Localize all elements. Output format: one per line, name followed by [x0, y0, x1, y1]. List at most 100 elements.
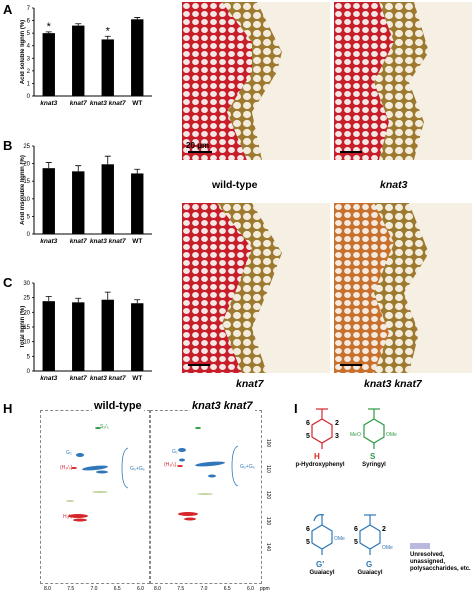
- label-h26-left: H₂/₆: [63, 514, 72, 520]
- peak-h26b-left: [73, 518, 87, 522]
- y-axis-label: Acid insoluble lignin (%): [20, 155, 26, 225]
- x-category-label: knat7: [70, 100, 87, 107]
- s-unit-name: Syringyl: [362, 462, 386, 468]
- chart-c-plot: 0 5 10 15 20 25 30 knat3 knat7 knat3 knat7 WT Total…: [20, 281, 152, 382]
- y-tick-label: 30: [23, 281, 30, 287]
- h-unit-structure: [311, 408, 333, 449]
- peak-g5g6b-right: [208, 474, 216, 478]
- caption-knat7: knat7: [236, 378, 264, 390]
- significance-marker: *: [47, 21, 52, 33]
- error-bar: [45, 162, 52, 169]
- bar-knat3-knat7: [101, 299, 114, 371]
- bar-knat7: [72, 171, 85, 234]
- y-axis-label: Total lignin (%): [20, 306, 26, 349]
- s-ome-label: OMe: [386, 432, 397, 438]
- y-tick-label: 1: [27, 81, 31, 87]
- micrograph-wild-type: 20 μm: [182, 2, 330, 160]
- nmr-x-unit: ppm: [260, 586, 270, 592]
- bracket-left: [121, 447, 129, 489]
- x-category-label: knat3 knat7: [90, 238, 126, 245]
- peak-h26-left: [68, 514, 88, 518]
- nmr-x-tick-label: 7.5: [67, 586, 75, 592]
- h-unit-name: p-Hydroxyphenyl: [295, 462, 345, 468]
- y-tick-label: 5: [27, 214, 31, 220]
- label-h35-right: (H₃/₅): [164, 462, 177, 468]
- h-ring-num-3: 3: [335, 433, 339, 440]
- y-tick-label: 3: [27, 56, 31, 62]
- nmr-x-tick-label: 7.0: [90, 586, 98, 592]
- scale-bar-label: 20 μm: [186, 141, 210, 150]
- legend-swatch: [410, 543, 430, 549]
- bar-WT: [131, 19, 144, 96]
- peak-h35-right: [177, 465, 183, 467]
- bar-knat7: [72, 302, 85, 371]
- error-bar: [104, 291, 111, 300]
- bar-knat3-knat7: [101, 164, 114, 234]
- nmr-x-tick-label: 6.5: [113, 586, 121, 592]
- micrograph-knat3: [334, 2, 472, 160]
- nmr-y-tick-label: 100: [265, 438, 272, 448]
- g-unit-name: Guaiacyl: [357, 570, 383, 576]
- y-tick-label: 15: [23, 325, 30, 331]
- bar-knat3-knat7: [101, 39, 114, 96]
- g-ring-num-5: 5: [354, 539, 358, 546]
- error-bar: [45, 31, 52, 34]
- caption-knat3: knat3: [380, 179, 408, 191]
- micrograph-knat7: [182, 203, 330, 373]
- x-category-label: knat3: [40, 238, 57, 245]
- peak-s26-left: [95, 427, 101, 429]
- micrograph-knat3-image: [334, 2, 472, 160]
- peak-s26-right: [195, 427, 201, 429]
- y-axis-label: Acid soluble lignin (%): [20, 20, 26, 84]
- gprime-ome-label: OMe: [334, 536, 345, 542]
- x-category-label: knat7: [70, 238, 87, 245]
- nmr-x-tick-label: 7.5: [177, 586, 185, 592]
- y-tick-label: 0: [27, 369, 31, 375]
- y-tick-label: 5: [27, 31, 31, 37]
- error-bar: [104, 35, 111, 40]
- gprime-unit-structure: [311, 514, 333, 555]
- label-h35-left: (H₃/₅): [60, 465, 73, 471]
- nmr-spectrum-wild-type: [40, 410, 150, 584]
- micrograph-wild-type-image: [182, 2, 330, 160]
- y-tick-label: 7: [27, 6, 31, 12]
- peak-unassigned-right: [197, 493, 213, 495]
- y-tick-label: 20: [23, 162, 30, 168]
- g-unit-letter: G: [366, 560, 373, 569]
- peak-g2b-right: [179, 458, 185, 462]
- nmr-x-tick-label: 6.5: [223, 586, 231, 592]
- x-category-label: knat3: [40, 100, 57, 107]
- nmr-y-tick-label: 110: [264, 465, 271, 473]
- peak-h26-right: [178, 512, 198, 516]
- bar-WT: [131, 173, 144, 234]
- peak-unassigned-left: [66, 500, 74, 502]
- bar-WT: [131, 303, 144, 371]
- nmr-y-tick-label: 130: [265, 516, 272, 526]
- y-tick-label: 0: [27, 232, 31, 238]
- y-tick-label: 5: [27, 354, 31, 360]
- nmr-y-tick-label: 120: [265, 490, 272, 500]
- h-ring-num-6: 6: [306, 420, 310, 427]
- nmr-x-tick-label: 8.0: [154, 586, 161, 592]
- peak-g2-left: [76, 453, 84, 457]
- nmr-y-tick-label: 140: [265, 542, 272, 552]
- y-tick-label: 6: [27, 19, 31, 25]
- y-tick-label: 15: [23, 179, 30, 185]
- gprime-unit-letter: G': [316, 560, 325, 569]
- gprime-ring-num-6: 6: [306, 526, 310, 533]
- error-bar: [75, 23, 82, 26]
- y-tick-label: 10: [23, 197, 30, 203]
- error-bar: [134, 299, 141, 304]
- chart-a-plot: 0 1 2 3 4 5 6 7 * knat3 knat7 * knat3 knat7 WT Acid so…: [20, 6, 152, 107]
- significance-marker: *: [106, 25, 111, 37]
- nmr-x-tick-label: 8.0: [44, 586, 51, 592]
- s-meo-label: MeO: [350, 432, 361, 438]
- chart-b-plot: 0 5 10 15 20 25 knat3 knat7 knat3 knat7 WT Acid in…: [20, 144, 152, 245]
- y-tick-label: 2: [27, 69, 31, 75]
- y-tick-label: 4: [27, 44, 31, 50]
- peak-unassigned2-left: [92, 491, 108, 493]
- s-unit-letter: S: [370, 452, 376, 461]
- x-category-label: knat3: [40, 375, 57, 382]
- g-ring-num-6: 6: [354, 526, 358, 533]
- y-tick-label: 20: [23, 310, 30, 316]
